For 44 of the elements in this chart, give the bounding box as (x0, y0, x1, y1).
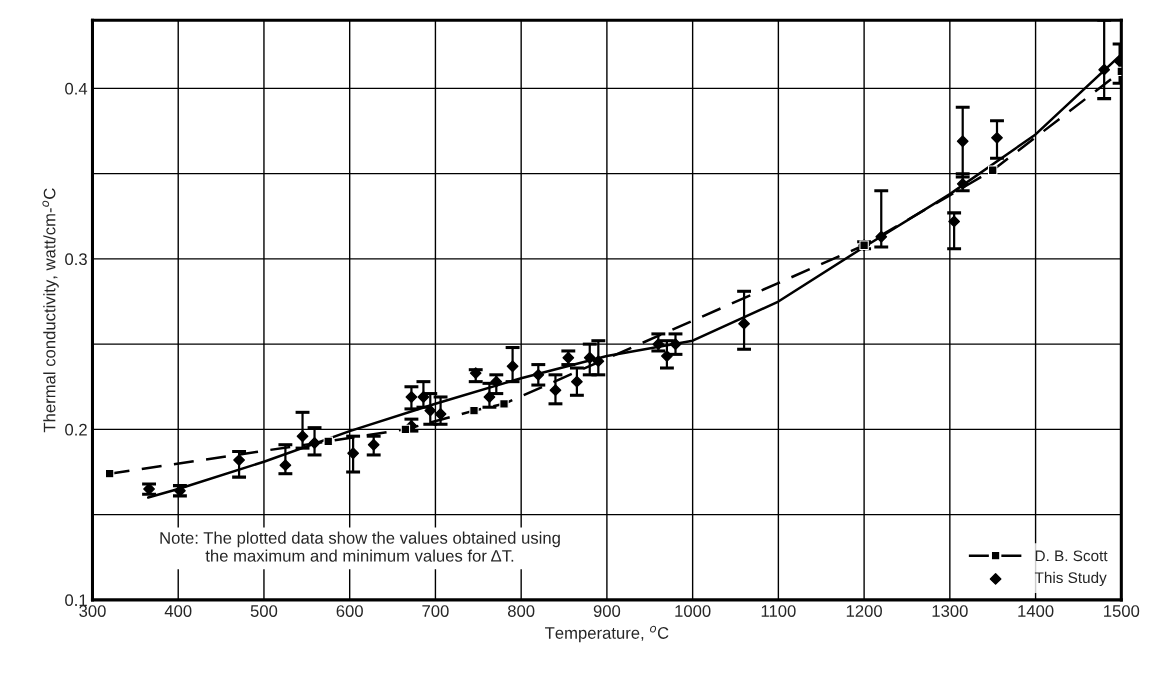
point (323, 436, 333, 446)
point (956, 135, 969, 148)
point (991, 131, 1003, 144)
x-tick-label: 1400 (1018, 605, 1054, 617)
point (738, 317, 750, 330)
point (499, 399, 509, 409)
point (367, 438, 380, 451)
point (405, 391, 418, 403)
legend-label: D. B. Scott (1035, 550, 1108, 562)
point (279, 459, 292, 472)
y-axis-title: Thermal conductivity, watt/cm-$^{o}$C (42, 188, 59, 433)
point (483, 391, 496, 403)
point (988, 165, 998, 175)
point (549, 384, 562, 397)
annotation: Note: The plotted data show the values obtained using the maximum and minimum values for ΔT. (160, 531, 560, 562)
point (661, 350, 673, 362)
x-tick-label: 1200 (846, 605, 882, 617)
x-tick-label: 1500 (1104, 605, 1140, 617)
x-tick-label: 1100 (761, 605, 796, 617)
point (948, 215, 961, 228)
x-tick-label: 900 (593, 605, 621, 617)
point (233, 454, 245, 466)
point (417, 391, 430, 403)
y-tick-label: 0.3 (65, 253, 87, 266)
legend-label: This Study (1034, 571, 1107, 587)
x-tick-label: 300 (79, 605, 106, 617)
x-tick-label: 1300 (932, 605, 968, 617)
x-tick-label: 600 (336, 605, 363, 617)
y-tick-label: 0.1 (65, 594, 87, 607)
point (347, 447, 360, 460)
x-tick-label: 800 (507, 605, 535, 617)
x-tick-label: 400 (164, 605, 192, 617)
x-tick-label: 500 (250, 605, 278, 617)
x-axis-title: Temperature, $^{o}$C (545, 625, 669, 643)
point (434, 408, 447, 420)
y-tick-label: 0.4 (65, 82, 88, 95)
point (570, 375, 583, 388)
x-tick-label: 700 (422, 605, 449, 617)
y-tick-label: 0.2 (65, 423, 87, 436)
point (469, 367, 482, 380)
point (296, 430, 309, 443)
x-tick-label: 1000 (675, 605, 711, 617)
point (469, 405, 479, 416)
point (506, 360, 519, 373)
